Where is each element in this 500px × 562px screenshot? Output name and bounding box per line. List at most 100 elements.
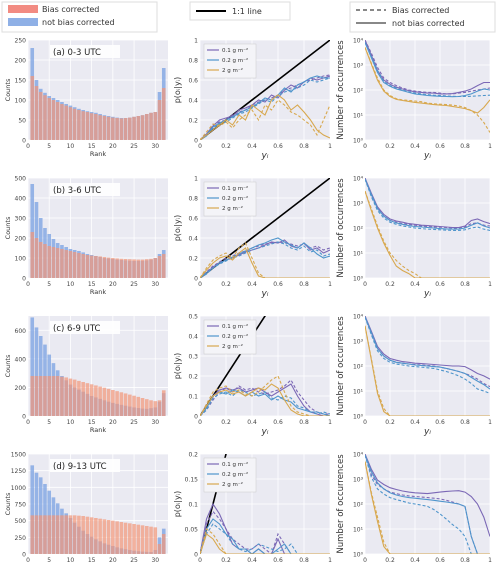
x-tick-label: 5 [47,143,51,150]
y-tick-label: 10² [353,364,364,371]
x-tick-label: 25 [130,557,138,562]
bar-not-bias-corrected [30,317,35,416]
x-tick-label: 0.8 [299,557,309,562]
y-tick-label: 300 [15,216,27,223]
x-tick-label: 0.6 [435,143,445,150]
bar-bias-corrected [89,255,94,278]
y-tick-label: 10³ [353,477,364,484]
x-tick-label: 0 [198,557,202,562]
y-tick-label: 200 [15,385,27,392]
panel-title: (a) 0-3 UTC [53,48,101,58]
bar-bias-corrected [43,95,47,140]
bar-bias-corrected [38,92,43,140]
x-tick-label: 1 [328,143,332,150]
x-tick-label: 10 [67,419,75,426]
x-axis-label: yᵢ [261,289,269,299]
bar-bias-corrected [94,256,98,278]
y-tick-label: 0 [194,414,198,421]
x-tick-label: 30 [151,143,159,150]
y-tick-label: 600 [15,328,27,335]
series-line-0 [365,454,490,537]
bar-bias-corrected [149,400,153,416]
bar-bias-corrected [111,117,115,140]
y-tick-label: 0.15 [185,477,199,484]
y-tick-label: 10² [353,226,364,233]
y-tick-label: 0 [194,138,198,145]
rank-legend: Bias corrected not bias corrected [1,1,158,33]
bar-bias-corrected [64,250,68,278]
bar-bias-corrected [102,257,107,278]
bar-bias-corrected [38,376,43,416]
bar-bias-corrected [119,258,124,278]
y-tick-label: 10¹ [353,527,364,534]
reliability-1-panel: 0 0.2 0.4 0.6 0.8 1 0 0.2 0.4 0.6 0.8 1 0.1 g m⁻² 0.2… [173,176,332,300]
x-tick-label: 0.8 [299,419,309,426]
x-tick-label: 0 [26,143,30,150]
series-group [365,178,490,278]
bar-bias-corrected [153,258,158,278]
bar-not-bias-corrected [30,184,35,278]
panel-label-box [50,321,120,334]
series-line-1 [200,389,330,416]
bar-bias-corrected [111,520,115,554]
y-tick-label: 500 [15,176,27,183]
bar-bias-corrected [30,515,35,554]
x-tick-label: 10 [67,557,75,562]
y-tick-label: 200 [15,236,27,243]
x-tick-label: 0.8 [299,143,309,150]
series-group [365,454,490,554]
y-tick-label: 0 [22,414,26,421]
y-tick-label: 0 [194,552,198,559]
bar-bias-corrected [34,376,39,416]
bar-bias-corrected [38,515,43,554]
y-tick-label: 0 [22,276,26,283]
y-tick-label: 400 [15,356,27,363]
bar-bias-corrected [38,242,43,278]
y-tick-label: 10⁰ [353,138,364,145]
series-line-1 [365,316,490,390]
bar-bias-corrected [102,116,107,140]
occurrence-1-panel: 10⁰ 10¹ 10² 10³ 10⁴ 0 0.2 0.4 0.6 0.8 1 yᵢ Number of… [336,176,492,300]
x-tick-label: 0 [198,143,202,150]
y-tick-label: 10⁰ [353,552,364,559]
bar-bias-corrected [60,376,64,416]
x-tick-label: 0 [363,143,367,150]
bar-bias-corrected [94,518,98,554]
bar-bias-corrected [149,526,153,554]
x-tick-label: 0 [363,419,367,426]
x-axis-label: yᵢ [261,151,269,161]
x-tick-label: 0.2 [221,281,231,288]
bar-bias-corrected [30,376,35,416]
threshold-legend-label: 0.2 g m⁻² [222,57,248,64]
bar-bias-corrected [115,118,119,140]
bar-bias-corrected [77,110,81,140]
y-axis-label: Number of occurrences [336,40,346,140]
y-tick-label: 250 [15,38,27,45]
y-axis-label: Counts [4,216,12,239]
y-tick-label: 0.1 [188,502,198,509]
legend-label-one-to-one: 1:1 line [232,7,262,16]
y-tick-label: 500 [15,518,27,525]
bar-bias-corrected [81,516,85,554]
x-tick-label: 0.8 [299,281,309,288]
bar-bias-corrected [128,259,132,278]
bar-bias-corrected [34,515,39,554]
y-tick-label: 400 [15,196,27,203]
bar-bias-corrected [72,515,77,554]
series-line-2 [200,383,330,416]
series-line-2 [200,94,330,140]
rank-histogram-2: 0 200 400 600 0 5 10 15 20 25 30 (c) 6-9 UTC Rank Cou… [4,316,168,434]
y-axis-label: Number of occurrences [336,316,346,416]
y-tick-label: 0.8 [188,196,198,203]
bar-bias-corrected [157,544,162,554]
x-tick-label: 0.4 [247,419,257,426]
bar-bias-corrected [64,515,68,554]
x-tick-label: 1 [328,419,332,426]
x-tick-label: 25 [130,281,138,288]
bar-bias-corrected [98,518,102,554]
y-axis-label: Number of occurrences [336,454,346,554]
bar-bias-corrected [106,388,111,416]
legend-swatch-not-bias-corrected [8,18,38,26]
bar-bias-corrected [98,256,102,278]
